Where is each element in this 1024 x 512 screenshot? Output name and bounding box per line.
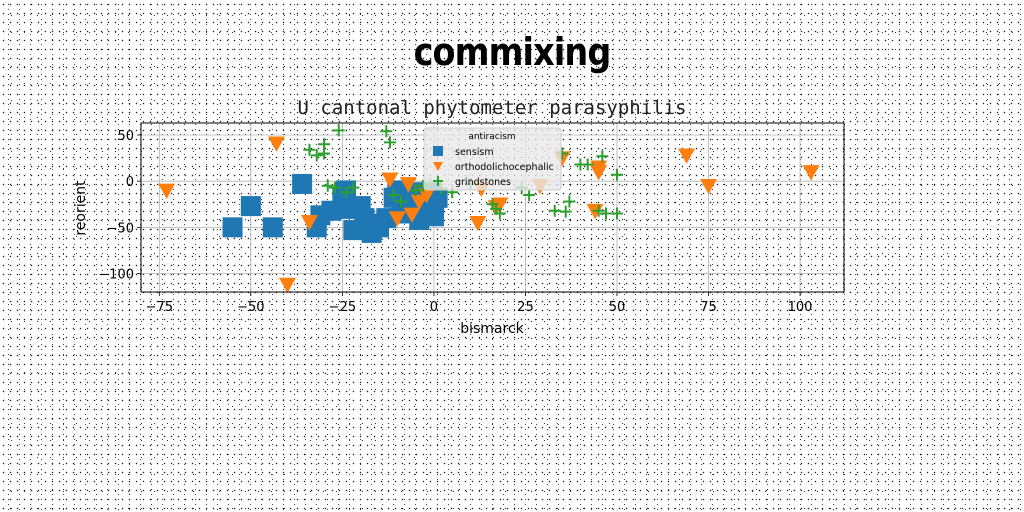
- data-point-orthodolichocephalic: [678, 148, 696, 164]
- data-point-orthodolichocephalic: [278, 277, 296, 294]
- data-point-orthodolichocephalic: [700, 178, 718, 195]
- x-axis-label: bismarck: [460, 321, 524, 337]
- data-point-grindstones: [409, 184, 422, 197]
- legend: antiracism sensism orthodolichocephalic gri…: [423, 127, 562, 191]
- legend-marker-sensism: [433, 146, 443, 156]
- data-point-grindstones: [563, 195, 576, 208]
- data-point-orthodolichocephalic: [388, 211, 406, 227]
- legend-label: grindstones: [455, 177, 511, 188]
- data-point-sensism: [292, 173, 313, 194]
- data-point-grindstones: [380, 125, 393, 138]
- x-tick-label: 100: [788, 300, 813, 315]
- x-tick-label: −25: [329, 300, 356, 315]
- data-point-grindstones: [387, 189, 400, 202]
- data-point-sensism: [262, 217, 283, 238]
- data-point-grindstones: [332, 124, 345, 137]
- legend-marker-orthodolichocephalic: [433, 162, 443, 171]
- x-tick-label: 25: [517, 300, 534, 315]
- data-point-grindstones: [394, 195, 407, 208]
- data-points: [158, 124, 820, 294]
- data-point-grindstones: [310, 149, 323, 162]
- data-point-orthodolichocephalic: [491, 197, 509, 213]
- data-point-orthodolichocephalic: [403, 207, 421, 223]
- data-point-sensism: [423, 206, 444, 227]
- x-tick-label: 0: [430, 300, 438, 315]
- data-point-grindstones: [548, 204, 561, 217]
- y-tick-label: 50: [117, 129, 134, 144]
- data-point-orthodolichocephalic: [381, 172, 399, 188]
- legend-box: [423, 127, 562, 191]
- data-point-grindstones: [581, 158, 594, 171]
- data-point-grindstones: [340, 186, 353, 199]
- plot-frame: [140, 122, 845, 293]
- data-point-grindstones: [318, 147, 331, 160]
- data-point-grindstones: [559, 205, 572, 218]
- y-tick-label: −50: [107, 221, 134, 236]
- data-point-orthodolichocephalic: [418, 188, 436, 204]
- data-point-grindstones: [329, 181, 342, 194]
- data-point-orthodolichocephalic: [158, 183, 176, 199]
- x-tick-label: −50: [237, 300, 264, 315]
- plot-title: U cantonal phytometer parasyphilis: [298, 97, 687, 119]
- legend-title: antiracism: [468, 132, 515, 142]
- data-point-grindstones: [383, 136, 396, 149]
- figure-title: commixing: [413, 30, 612, 74]
- data-point-orthodolichocephalic: [300, 215, 318, 231]
- data-point-grindstones: [347, 181, 360, 194]
- data-point-grindstones: [321, 179, 334, 192]
- x-tick-label: 50: [609, 300, 626, 315]
- data-point-grindstones: [610, 207, 623, 220]
- data-point-sensism: [240, 196, 261, 217]
- data-point-sensism: [427, 187, 448, 208]
- y-tick-label: 0: [126, 175, 134, 190]
- data-point-grindstones: [493, 207, 506, 220]
- data-point-sensism: [222, 217, 243, 238]
- y-axis-label: reorient: [73, 180, 89, 236]
- data-point-grindstones: [523, 189, 536, 202]
- data-point-orthodolichocephalic: [267, 136, 285, 152]
- data-point-orthodolichocephalic: [469, 215, 487, 232]
- x-tick-label: −75: [146, 300, 173, 315]
- data-point-orthodolichocephalic: [590, 165, 608, 181]
- axis-ticks: −75 −50 −25 0 25 50 75 100 50 0 −50 −100: [98, 129, 812, 315]
- legend-label: sensism: [455, 147, 494, 158]
- legend-label: orthodolichocephalic: [455, 162, 554, 173]
- data-point-grindstones: [600, 207, 613, 220]
- data-point-grindstones: [610, 168, 623, 181]
- data-point-grindstones: [592, 204, 605, 217]
- data-point-grindstones: [303, 143, 316, 156]
- data-point-orthodolichocephalic: [399, 177, 417, 193]
- legend-marker-grindstones: [433, 176, 443, 186]
- data-point-grindstones: [596, 150, 609, 163]
- data-point-orthodolichocephalic: [410, 194, 428, 210]
- data-point-orthodolichocephalic: [802, 165, 820, 181]
- y-tick-label: −100: [98, 268, 134, 283]
- x-tick-label: 75: [700, 300, 717, 315]
